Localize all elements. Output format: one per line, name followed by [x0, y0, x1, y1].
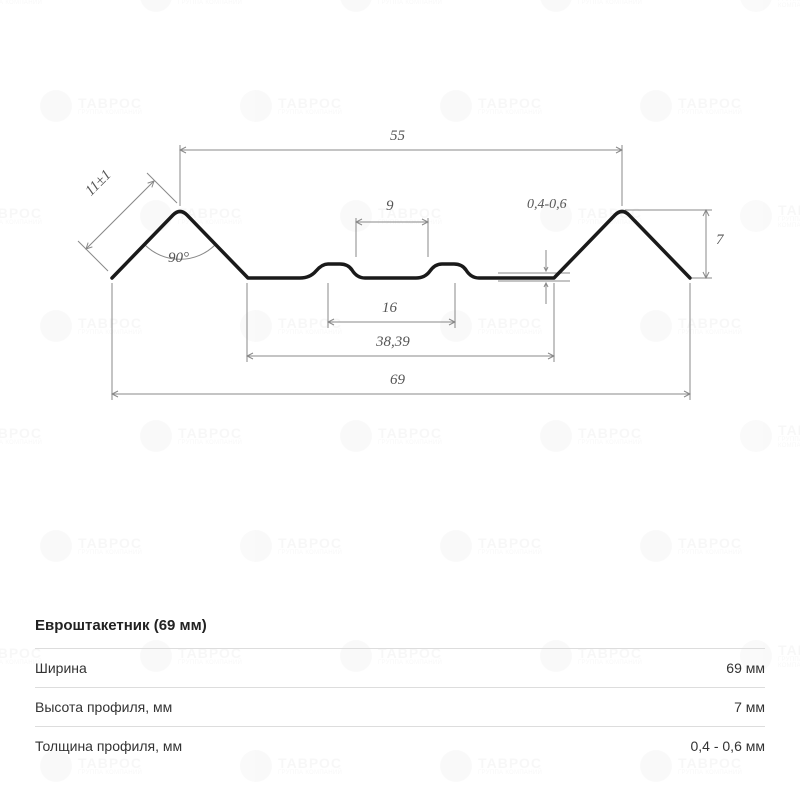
dim-center: 16: [382, 300, 397, 317]
dim-thickness: 0,4-0,6: [527, 197, 567, 213]
technical-diagram: 55 11±1 90° 9 0,4-0,6 7 16 38,39 69: [0, 0, 800, 470]
dim-angle: 90°: [168, 250, 189, 267]
spec-table: Евроштакетник (69 мм) Ширина 69 мм Высот…: [35, 617, 765, 765]
spec-label: Толщина профиля, мм: [35, 738, 182, 754]
dim-full: 69: [390, 372, 405, 389]
dim-bump: 9: [386, 198, 394, 215]
dim-height: 7: [716, 232, 724, 249]
spec-row: Ширина 69 мм: [35, 648, 765, 687]
dim-midspan: 38,39: [376, 334, 410, 351]
spec-value: 7 мм: [734, 699, 765, 715]
spec-row: Толщина профиля, мм 0,4 - 0,6 мм: [35, 726, 765, 765]
dim-top-span: 55: [390, 128, 405, 145]
spec-label: Ширина: [35, 660, 87, 676]
spec-title: Евроштакетник (69 мм): [35, 617, 765, 634]
spec-value: 0,4 - 0,6 мм: [690, 738, 765, 754]
spec-label: Высота профиля, мм: [35, 699, 172, 715]
spec-row: Высота профиля, мм 7 мм: [35, 687, 765, 726]
spec-value: 69 мм: [726, 660, 765, 676]
